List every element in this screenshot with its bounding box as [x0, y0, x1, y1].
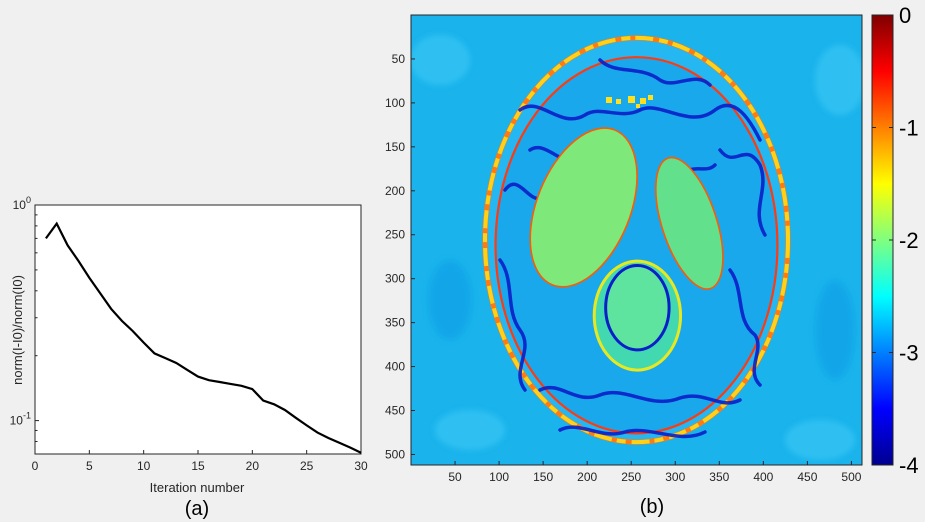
x-tick-label: 0	[32, 459, 39, 473]
plot-area	[34, 204, 362, 455]
hm-y-tick-label: 300	[385, 272, 405, 286]
hm-x-tick-label: 250	[621, 470, 641, 484]
hm-y-tick-label: 350	[385, 316, 405, 330]
x-tick-label: 5	[86, 459, 93, 473]
hm-y-tick-label: 400	[385, 360, 405, 374]
hm-y-tick-label: 500	[385, 447, 405, 461]
colorbar-tick-label: -1	[899, 116, 919, 141]
colorbar-tick-label: -2	[899, 228, 919, 253]
y-tick-exponent: 0	[26, 195, 31, 205]
hm-y-tick-label: 150	[385, 140, 405, 154]
x-tick-label: 25	[300, 459, 314, 473]
colorbar-tick-label: -4	[899, 453, 919, 478]
x-tick-label: 30	[354, 459, 368, 473]
hm-x-tick-label: 300	[665, 470, 685, 484]
error-heatmap: 50 100 150 200 250 300 350 400 450 500 50 100 150 200…	[385, 3, 919, 518]
background-texture	[411, 35, 862, 460]
top-speckle	[606, 95, 653, 108]
hm-y-tick-label: 100	[385, 96, 405, 110]
hm-x-tick-label: 450	[797, 470, 817, 484]
colorbar-tick-label: -3	[899, 341, 919, 366]
x-tick-label: 10	[137, 459, 151, 473]
lower-inner-shape	[604, 263, 671, 352]
hm-y-tick-label: 450	[385, 404, 405, 418]
hm-x-tick-label: 50	[448, 470, 462, 484]
y-tick-label: 100	[13, 195, 31, 212]
hm-x-tick-label: 500	[841, 470, 861, 484]
colorbar-tick-label: 0	[899, 3, 911, 28]
hm-y-tick-label: 200	[385, 184, 405, 198]
y-tick-label: 10-1	[10, 411, 31, 428]
y-axis-label: norm(I-I0)/norm(I0)	[10, 275, 25, 385]
y-tick-base: 10	[10, 414, 24, 428]
heatmap-frame	[410, 14, 863, 466]
x-axis-label: Iteration number	[150, 480, 245, 495]
hm-x-tick-label: 150	[533, 470, 553, 484]
x-tick-label: 15	[191, 459, 205, 473]
left-ellipse	[529, 127, 638, 288]
hm-y-tick-label: 250	[385, 228, 405, 242]
convergence-line	[45, 221, 362, 454]
hm-x-tick-label: 350	[709, 470, 729, 484]
right-ellipse	[655, 156, 724, 290]
hm-x-tick-label: 100	[489, 470, 509, 484]
x-tick-label: 20	[246, 459, 260, 473]
y-tick-exponent: -1	[23, 411, 31, 421]
skull-band-highlight	[482, 35, 791, 445]
y-tick-base: 10	[13, 198, 27, 212]
hm-x-tick-label: 400	[753, 470, 773, 484]
hm-y-tick-label: 50	[392, 52, 406, 66]
caption-b: (b)	[640, 496, 664, 518]
hm-x-tick-label: 200	[577, 470, 597, 484]
caption-a: (a)	[185, 498, 209, 520]
